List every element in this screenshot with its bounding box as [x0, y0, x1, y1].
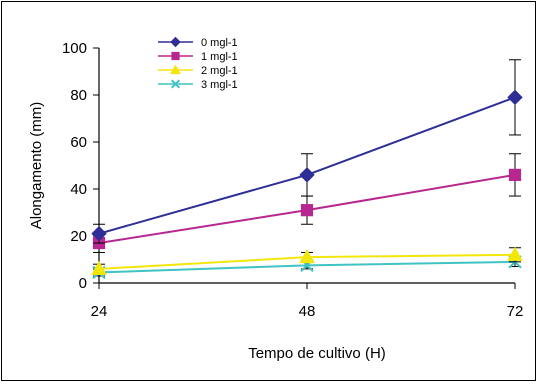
- x-tick-label: 72: [507, 303, 524, 320]
- y-tick-label: 80: [70, 87, 87, 104]
- x-axis-title: Tempo de cultivo (H): [248, 345, 386, 362]
- data-point: [299, 249, 315, 264]
- y-tick-label: 40: [70, 181, 87, 198]
- legend-label: 2 mgl-1: [201, 65, 238, 77]
- legend-marker: [170, 36, 181, 48]
- data-point: [507, 246, 523, 261]
- data-point: [300, 204, 314, 217]
- legend-marker: [171, 51, 180, 61]
- legend-label: 0 mgl-1: [201, 37, 238, 49]
- legend-marker: [170, 64, 181, 75]
- legend-label: 3 mgl-1: [201, 79, 238, 91]
- data-point: [507, 89, 523, 106]
- legend-marker: [170, 79, 181, 89]
- y-tick-label: 100: [62, 40, 87, 57]
- x-tick-label: 24: [91, 303, 108, 320]
- y-tick-label: 60: [70, 134, 87, 151]
- data-point: [508, 168, 522, 182]
- data-point: [299, 167, 315, 183]
- y-axis-title: Alongamento (mm): [28, 102, 45, 230]
- y-tick-label: 20: [70, 228, 87, 245]
- x-tick-label: 48: [299, 303, 316, 320]
- data-point: [91, 225, 107, 242]
- legend-label: 1 mgl-1: [201, 51, 238, 63]
- data-point: [91, 260, 107, 275]
- y-tick-label: 0: [79, 275, 87, 292]
